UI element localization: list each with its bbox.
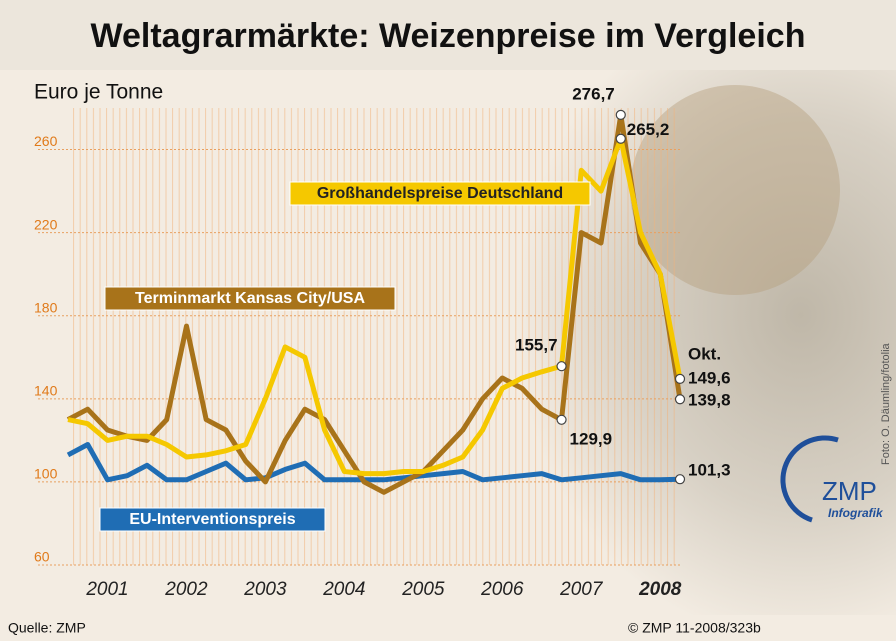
source: Quelle: ZMP (8, 620, 86, 636)
value-label: 276,7 (572, 84, 615, 103)
point-marker (557, 415, 566, 424)
point-marker (676, 395, 685, 404)
y-tick-label: 180 (34, 299, 58, 315)
point-marker (557, 362, 566, 371)
chart-title: Weltagrarmärkte: Weizenpreise im Verglei… (91, 17, 806, 55)
x-tick-label: 2007 (559, 579, 604, 600)
legend-label: EU-Interventionspreis (129, 511, 295, 528)
y-tick-label: 260 (34, 133, 58, 149)
x-tick-label: 2008 (638, 579, 682, 600)
point-marker (616, 110, 625, 119)
copyright: © ZMP 11-2008/323b (628, 620, 761, 636)
legend-label: Großhandelspreise Deutschland (317, 185, 563, 202)
x-tick-label: 2002 (164, 579, 208, 600)
logo-subtitle: Infografik (828, 506, 884, 520)
chart: Weltagrarmärkte: Weizenpreise im Verglei… (0, 0, 896, 641)
point-marker (616, 134, 625, 143)
y-tick-label: 140 (34, 383, 58, 399)
value-label: 139,8 (688, 391, 731, 410)
y-tick-label: 100 (34, 466, 58, 482)
value-label: 149,6 (688, 368, 731, 387)
point-marker (676, 374, 685, 383)
logo-name: ZMP (822, 476, 877, 506)
y-tick-label: 60 (34, 549, 50, 565)
value-label: 129,9 (570, 429, 613, 448)
x-tick-label: 2003 (243, 579, 287, 600)
page: {"chart_data": { "type": "line", "title"… (0, 0, 896, 641)
value-label: 155,7 (515, 336, 558, 355)
value-label: 101,3 (688, 461, 731, 480)
x-tick-label: 2004 (322, 579, 365, 600)
legend-label: Terminmarkt Kansas City/USA (135, 290, 365, 307)
y-axis-title: Euro je Tonne (34, 81, 163, 104)
photo-credit: Foto: O. Däumling/fotolia (880, 342, 892, 465)
annotation: Okt. (688, 344, 721, 363)
x-tick-label: 2001 (85, 579, 128, 600)
value-label: 265,2 (627, 120, 670, 139)
point-marker (676, 475, 685, 484)
y-tick-label: 220 (34, 216, 58, 232)
x-tick-label: 2006 (480, 579, 524, 600)
x-tick-label: 2005 (401, 579, 445, 600)
